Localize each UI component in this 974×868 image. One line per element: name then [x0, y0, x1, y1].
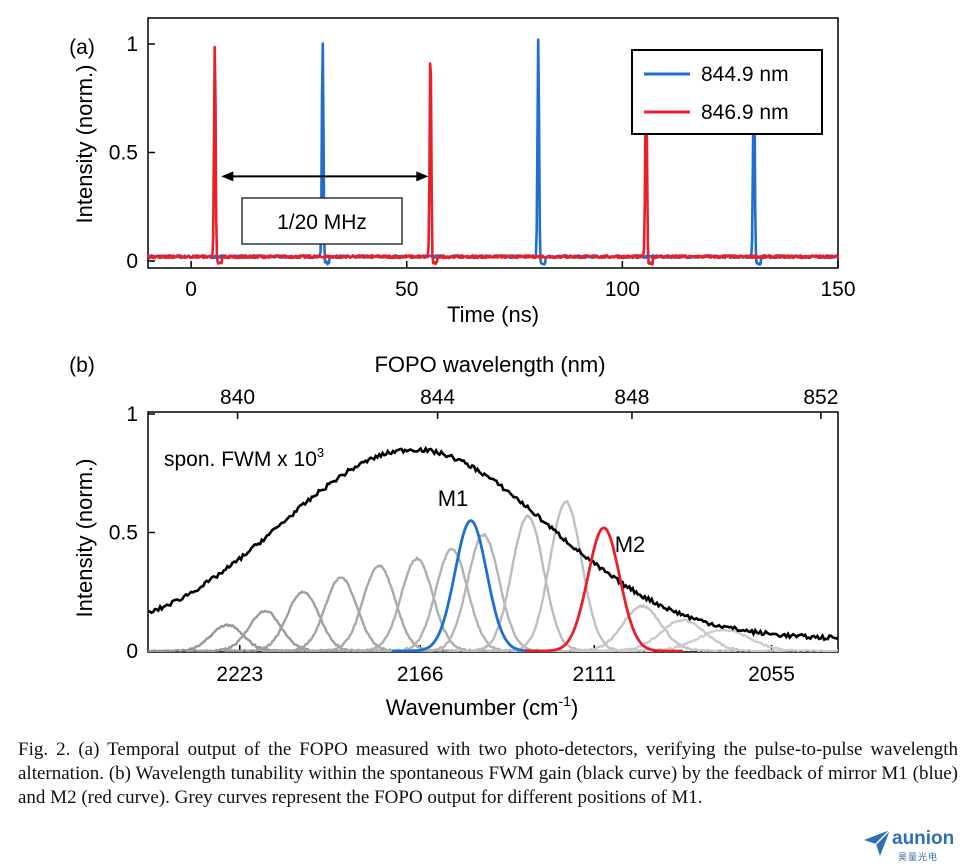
- period-annotation-box: [241, 197, 403, 245]
- spon-fwm-line: [148, 445, 838, 642]
- m2-label: M2: [615, 532, 646, 557]
- panel-b-label: (b): [69, 354, 95, 377]
- panel-a-ytick-label: 0.5: [109, 142, 138, 165]
- series-846-9nm-line: [146, 45, 840, 266]
- grey-peak-line: [223, 589, 383, 652]
- panel-b-ytick-label: 1: [126, 403, 138, 426]
- period-arrow-left-head: [221, 171, 234, 182]
- panel-a-legend: 844.9 nm 846.9 nm: [631, 49, 823, 135]
- panel-b-xtick-label: 2111: [572, 663, 616, 686]
- panel-a-xtick-label: 50: [395, 278, 418, 301]
- series-m2-line: [524, 526, 683, 652]
- grey-peak-line: [597, 628, 838, 652]
- legend-box: [631, 49, 823, 135]
- legend-entry: 846.9 nm: [701, 101, 789, 124]
- panel-b-top-xtick-label: 848: [614, 386, 649, 409]
- legend-entry: 844.9 nm: [701, 63, 789, 86]
- panel-b-ytick-label: 0: [126, 640, 138, 663]
- panel-a-ytick-label: 1: [126, 33, 138, 56]
- panel-a-ylabel: Intensity (norm.): [72, 65, 97, 224]
- panel-a-frame: [147, 17, 839, 269]
- panel-a-label: (a): [69, 36, 95, 59]
- panel-b-top-xtick-label: 840: [220, 386, 255, 409]
- series-m1-line: [391, 519, 550, 652]
- panel-a-xtick-label: 0: [185, 278, 197, 301]
- panel-a-xlabel: Time (ns): [447, 302, 539, 327]
- panel-b-ylabel: Intensity (norm.): [72, 459, 97, 618]
- logo-plane-icon: [864, 829, 891, 856]
- grey-peak-line: [448, 514, 607, 652]
- watermark-logo: aunion 昊量光电: [862, 826, 966, 864]
- panel-b-ytick-label: 0.5: [109, 522, 138, 545]
- spon-fwm-annotation: spon. FWM x 103: [164, 445, 324, 471]
- watermark-text: aunion: [892, 828, 955, 849]
- panel-a-xtick-label: 150: [820, 278, 855, 301]
- panel-b-top-xtick-label: 844: [420, 386, 455, 409]
- panel-a-xtick-label: 100: [605, 278, 640, 301]
- panel-b-top-xtick-label: 852: [803, 386, 838, 409]
- panel-b-top-xlabel: FOPO wavelength (nm): [374, 352, 605, 377]
- watermark-subtext: 昊量光电: [898, 852, 939, 862]
- panel-b-xtick-label: 2166: [397, 663, 444, 686]
- panel-b-xtick-label: 2223: [216, 663, 263, 686]
- panel-b-xlabel: Wavenumber (cm-1): [386, 693, 579, 720]
- panel-b-plot-area: [148, 445, 838, 652]
- figure-caption: Fig. 2. (a) Temporal output of the FOPO …: [18, 739, 958, 808]
- period-arrow-right-head: [416, 171, 429, 182]
- period-annotation-text: 1/20 MHz: [277, 211, 367, 234]
- m1-label: M1: [438, 486, 469, 511]
- panel-b-xtick-label: 2055: [748, 663, 795, 686]
- panel-a-ytick-label: 0: [126, 250, 138, 273]
